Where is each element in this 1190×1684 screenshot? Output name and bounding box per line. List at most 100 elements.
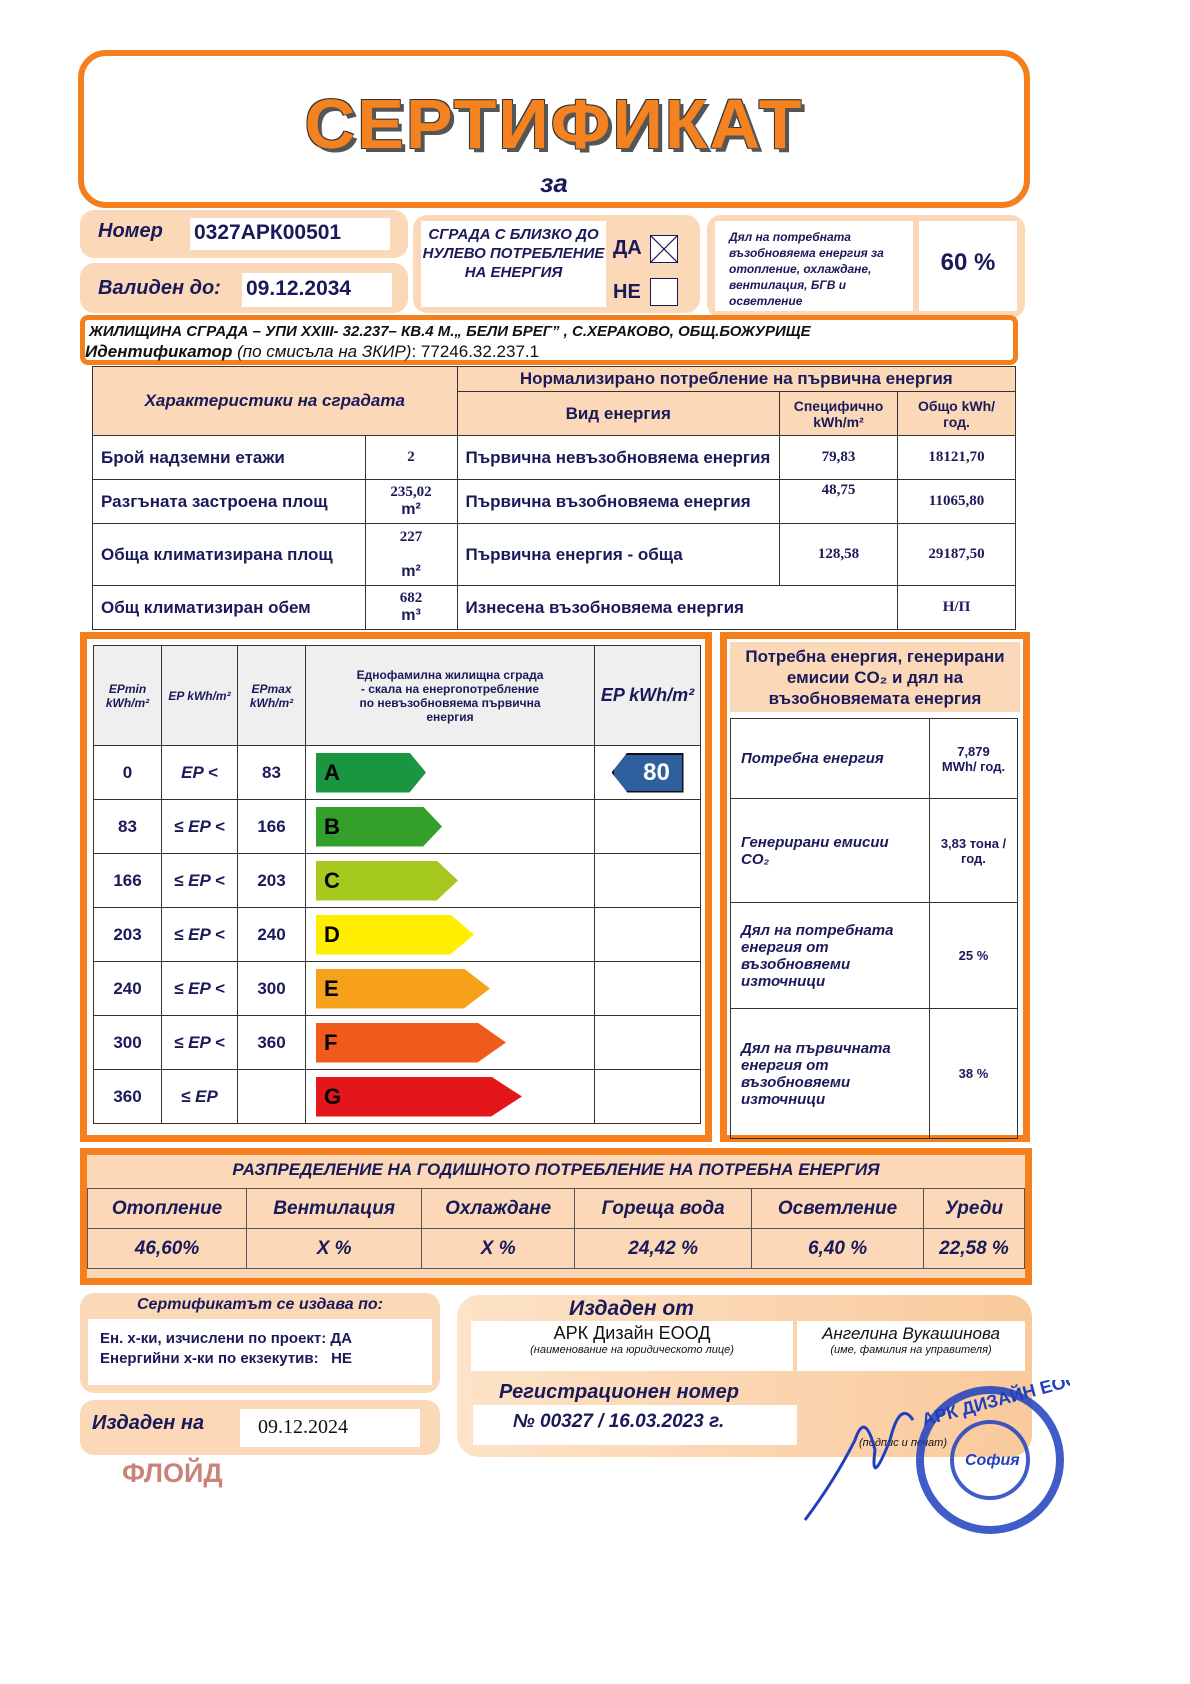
renewable-share-value: 60 % [919,221,1017,311]
current-ep-cell [594,853,701,908]
energy-class-bar-c: C [316,860,458,901]
char-name: Обща климатизирана площ [92,523,366,586]
nzeb-no-label: НЕ [613,281,641,303]
distribution-label: Гореща вода [574,1188,753,1229]
table-row: Генерирани емисии CO₂ 3,83 тона /год. [730,798,1018,903]
nzeb-yes-checkbox[interactable] [650,235,678,263]
table-row: Обща климатизирана площ 227 m² Първична е… [92,523,1016,586]
emissions-table: Потребна енергия 7,879 MWh/ год. Генерира… [730,718,1018,1139]
col-epmax: EPmax kWh/m² [237,645,306,746]
characteristics-table: Характеристики на сградата Нормализирано… [92,366,1017,630]
char-value: 235,02 [390,484,432,500]
ep-min: 300 [93,1015,162,1070]
ep-max: 240 [237,907,306,962]
class-letter: F [324,1029,338,1055]
number-box: Номер 0327АРК00501 [80,210,408,258]
energy-total: 29187,50 [897,523,1016,586]
certificate-subtitle: за [540,168,568,198]
energy-type: Първична енергия - обща [456,523,781,586]
scale-row: 360 ≤ EP G [93,1069,701,1124]
distribution-value: X % [246,1228,423,1269]
ep-min: 203 [93,907,162,962]
ep-max: 203 [237,853,306,908]
current-ep-cell [594,907,701,962]
table-row: Разгъната застроена площ 235,02 m² Първич… [92,479,1016,524]
issued-on-value: 09.12.2024 [240,1409,420,1447]
ep-min: 83 [93,799,162,854]
current-ep-cell [594,1015,701,1070]
distribution-table: Отопление Вентилация Охлаждане Гореща вода О… [86,1188,1026,1269]
scale-row: 203 ≤ EP < 240 D [93,907,701,962]
distribution-section: РАЗПРЕДЕЛЕНИЕ НА ГОДИШНОТО ПОТРЕБЛЕНИЕ Н… [80,1148,1032,1285]
energy-class-bar-f: F [316,1022,506,1063]
table-row: Брой надземни етажи 2 Първична невъзобно… [92,435,1016,480]
emission-value: 38 % [929,1008,1018,1139]
renewable-share-box: Дял на потребната възобновяема енергия з… [707,215,1025,318]
distribution-value: 6,40 % [751,1228,924,1269]
class-letter: B [324,813,340,839]
energy-class-bar-e: E [316,968,490,1009]
nzeb-no-checkbox[interactable] [650,278,678,306]
svg-text:София: София [965,1452,1020,1469]
ep-op: ≤ EP < [161,853,238,908]
char-name: Разгъната застроена площ [92,479,366,524]
ep-min: 360 [93,1069,162,1124]
char-unit: m² [401,562,421,580]
energy-specific: 48,75 [779,479,898,524]
nzeb-yes-label: ДА [613,237,642,259]
energy-type: Изнесена възобновяема енергия [456,585,899,630]
watermark-text: ФЛОЙД [122,1458,223,1488]
ep-max: 83 [237,745,306,800]
distribution-label: Охлаждане [421,1188,576,1229]
current-ep-cell [594,1069,701,1124]
col-ep: EP kWh/m² [161,645,238,746]
energy-total: Н/П [897,585,1016,630]
char-unit: m³ [401,607,421,624]
col-specific: Специфично kWh/m² [779,391,898,436]
ep-max: 166 [237,799,306,854]
nzeb-box: СГРАДА С БЛИЗКО ДО НУЛЕВО ПОТРЕБЛЕНИЕ НА… [413,215,700,313]
valid-value: 09.12.2034 [242,273,392,307]
char-value: 2 [407,449,415,465]
current-ep-cell [594,799,701,854]
char-unit: m² [401,501,421,518]
issuer-title: Издаден от [569,1297,694,1320]
char-name: Общ климатизиран обем [92,585,366,630]
number-label: Номер [98,220,163,242]
distribution-label: Уреди [922,1188,1026,1229]
energy-class-bar-g: G [316,1076,522,1117]
check-x-icon [650,235,678,263]
energy-type: Първична невъзобновяема енергия [456,435,781,480]
char-value: 227 [399,528,423,545]
nzeb-text: СГРАДА С БЛИЗКО ДО НУЛЕВО ПОТРЕБЛЕНИЕ НА… [421,221,606,307]
ep-min: 0 [93,745,162,800]
col-epmin: EPmin kWh/m² [93,645,162,746]
col-energy-type: Вид енергия [456,391,781,436]
issuer-manager-note: (име, фамилия на управителя) [830,1344,992,1356]
emissions-header: Потребна енергия, генерирани емисии CO₂ … [730,642,1020,712]
col-total: Общо kWh/год. [897,391,1016,436]
emission-label: Дял на потребната енергия от възобновяем… [730,902,930,1009]
scale-row: 300 ≤ EP < 360 F [93,1015,701,1070]
scale-row: 83 ≤ EP < 166 B [93,799,701,854]
char-value: 682 [399,590,423,606]
issuer-box: Издаден от АРК Дизайн ЕООД (наименование… [457,1295,1032,1457]
distribution-title: РАЗПРЕДЕЛЕНИЕ НА ГОДИШНОТО ПОТРЕБЛЕНИЕ Н… [232,1160,880,1179]
current-ep-cell: 80 [594,745,701,800]
identifier-label: Идентификатор [85,342,233,361]
address-box: ЖИЛИЩИНА СГРАДА – УПИ XXIII- 32.237– КВ.… [80,315,1018,365]
distribution-value: 22,58 % [922,1228,1026,1269]
current-ep-cell [594,961,701,1016]
scale-row: 240 ≤ EP < 300 E [93,961,701,1016]
energy-scale-table: EPmin kWh/m² EP kWh/m² EPmax kWh/m² Едно… [93,645,701,1124]
class-letter: C [324,867,340,893]
issuer-manager: Ангелина Вукашинова [822,1324,1000,1343]
ep-op: ≤ EP < [161,799,238,854]
col-scale-desc: Еднофамилна жилищна сграда - скала на ен… [305,645,595,746]
basis-title: Сертификатът се издава по: [137,1296,383,1313]
title-box: СЕРТИФИКАТ за [78,50,1030,208]
energy-class-bar-d: D [316,914,474,955]
energy-total: 18121,70 [897,435,1016,480]
issuer-company: АРК Дизайн ЕООД [553,1323,711,1343]
table-row: Общ климатизиран обем 682 m³ Изнесена въз… [92,585,1016,630]
